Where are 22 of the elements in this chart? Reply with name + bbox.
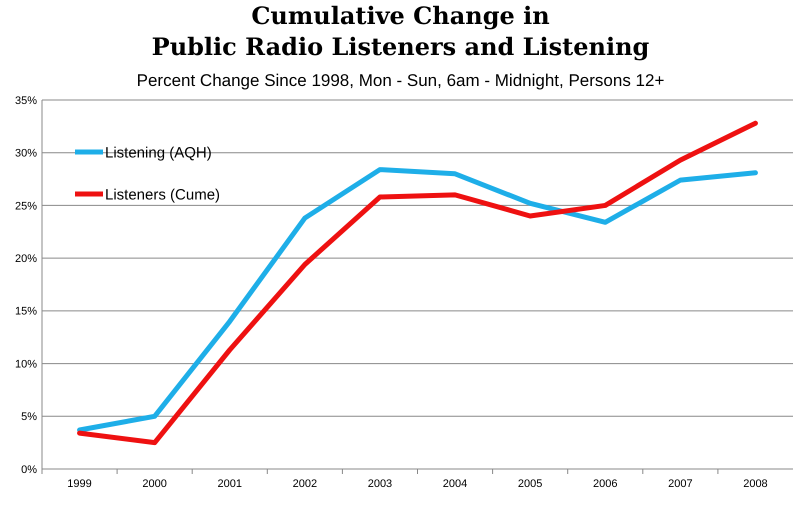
x-tick-label: 1999	[67, 478, 92, 490]
y-tick-label: 15%	[14, 306, 38, 318]
y-tick-label: 35%	[14, 94, 38, 107]
x-tick-label: 2002	[292, 478, 318, 490]
y-tick-label: 25%	[14, 200, 38, 212]
x-tick-label: 2001	[218, 478, 242, 490]
chart-title: Cumulative Change in Public Radio Listeners and Listening	[152, 1, 650, 61]
x-tick-label: 2003	[368, 478, 392, 490]
chart-subtitle: Percent Change Since 1998, Mon - Sun, 6am - Midnight, Persons 12+	[136, 71, 664, 90]
y-tick-label: 30%	[14, 148, 38, 160]
y-tick-label: 20%	[14, 252, 38, 265]
x-tick-label: 2000	[142, 478, 167, 490]
y-tick-label: 5%	[21, 411, 38, 424]
x-tick-label: 2007	[668, 478, 693, 490]
x-tick-label: 2008	[743, 478, 768, 490]
x-tick-label: 2005	[518, 478, 542, 490]
x-tick-label: 2006	[593, 478, 618, 490]
legend-label: Listeners (Cume)	[105, 186, 220, 204]
y-tick-label: 10%	[14, 358, 38, 370]
legend-label: Listening (AQH)	[105, 144, 212, 162]
x-tick-label: 2004	[442, 478, 468, 490]
y-tick-label: 0%	[21, 464, 38, 476]
